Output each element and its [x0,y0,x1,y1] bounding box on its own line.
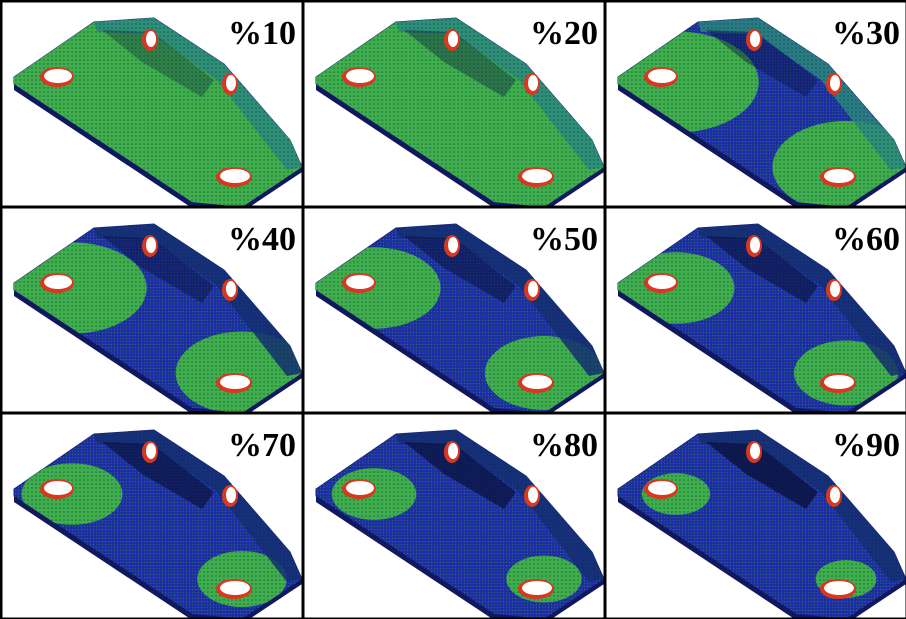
panel: %10 [0,2,330,222]
panel: %80 [304,414,606,619]
panel-label: %60 [832,221,900,258]
hole [750,237,760,253]
panel-label: %10 [228,15,296,52]
panel: %30 [593,2,906,213]
hole [522,375,552,389]
hole [824,581,854,595]
hole [648,481,676,495]
hole [528,75,538,91]
hole [750,443,760,459]
hole [346,69,374,83]
hole [44,481,72,495]
hole [146,237,156,253]
hole [824,375,854,389]
hole [824,169,854,183]
figure: %10 %20 %30 %40 %50 %60 %70 %80 %90 [0,0,906,619]
hole [226,75,236,91]
panel-label: %90 [832,427,900,464]
hole [220,169,250,183]
hole [830,281,840,297]
hole [528,487,538,503]
hole [522,169,552,183]
hole [220,375,250,389]
hole [448,31,458,47]
hole [346,481,374,495]
hole [648,275,676,289]
panel-label: %20 [530,15,598,52]
hole [146,443,156,459]
panel: %40 [0,208,308,418]
panel: %60 [606,208,906,418]
hole [830,487,840,503]
hole [44,69,72,83]
panel-label: %30 [832,15,900,52]
panel-label: %70 [228,427,296,464]
hole [44,275,72,289]
hole [750,31,760,47]
hole [448,237,458,253]
panel-label: %50 [530,221,598,258]
panel: %90 [606,414,906,619]
hole [226,487,236,503]
panel: %50 [304,208,606,418]
hole [226,281,236,297]
hole [448,443,458,459]
hole [522,581,552,595]
panel: %20 [283,2,625,218]
panel: %70 [2,414,304,619]
hole [146,31,156,47]
panel-label: %40 [228,221,296,258]
hole [648,69,676,83]
hole [346,275,374,289]
hole [528,281,538,297]
panel-label: %80 [530,427,598,464]
hole [220,581,250,595]
hole [830,75,840,91]
